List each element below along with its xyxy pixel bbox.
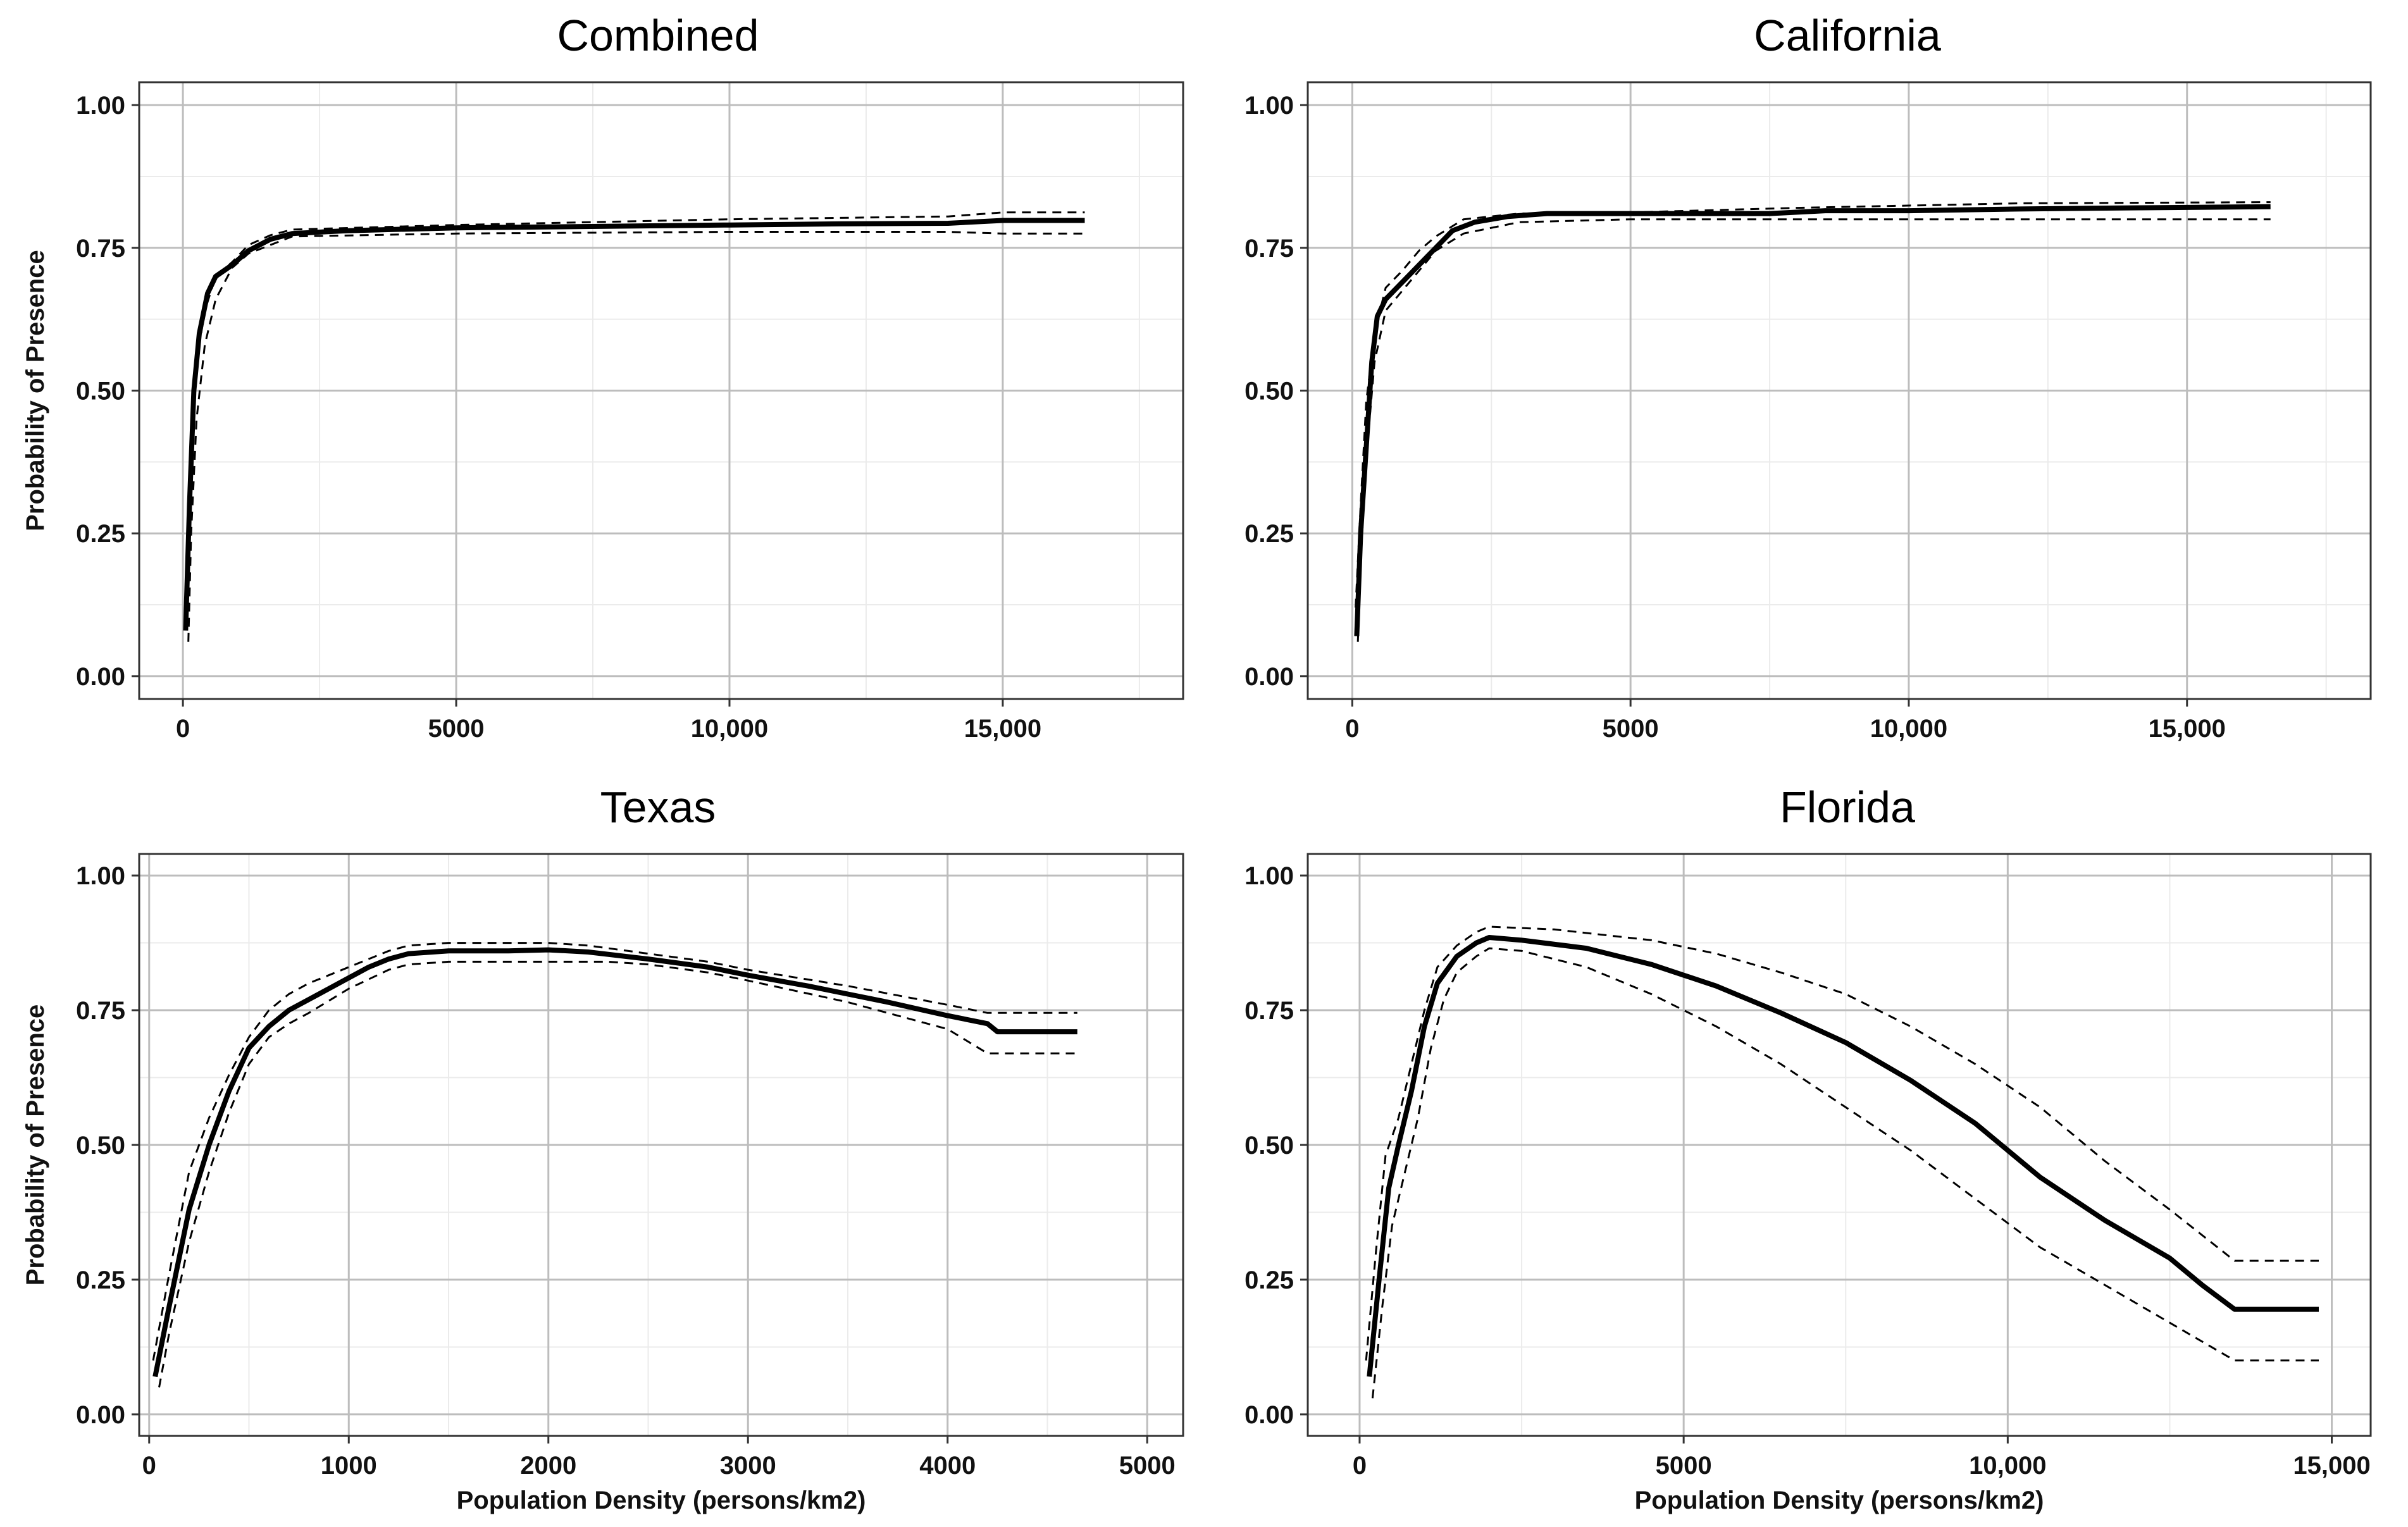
y-tick-label: 1.00 [76, 92, 125, 120]
confidence-line-upper-bound [152, 942, 1077, 1361]
panel-california: 0 5000 10,000 15,000 0.00 0.25 0.50 0.75 1.00 Cal… [1244, 11, 2372, 743]
x-tick-label: 1000 [321, 1452, 377, 1480]
y-tick-label: 0.00 [76, 663, 125, 691]
panel-title: Texas [600, 782, 716, 832]
x-tick-label: 10,000 [1969, 1452, 2046, 1480]
x-tick-label: 5000 [1656, 1452, 1712, 1480]
y-tick-label: 0.25 [76, 520, 125, 548]
y-tick-label: 0.25 [76, 1266, 125, 1294]
y-tick-label: 0.00 [1244, 663, 1294, 691]
y-tick-label: 0.00 [76, 1401, 125, 1429]
y-tick-label: 0.75 [76, 997, 125, 1025]
x-tick-label: 15,000 [964, 715, 1041, 743]
y-tick-label: 0.75 [1244, 997, 1294, 1025]
x-tick-label: 2000 [520, 1452, 576, 1480]
estimate-line-estimate [152, 947, 1077, 1378]
panel-florida: 0 5000 10,000 15,000 0.00 0.25 0.50 0.75 1.00 Flo… [1244, 782, 2372, 1514]
y-tick-label: 0.00 [1244, 1401, 1294, 1429]
y-tick-label: 0.75 [1244, 235, 1294, 263]
x-tick-label: 15,000 [2293, 1452, 2370, 1480]
confidence-line-lower-bound [1371, 947, 2319, 1399]
estimate-line-estimate [1354, 204, 2271, 636]
panel-combined: 0 5000 10,000 15,000 0.00 0.25 0.50 0.75 1.00 Com… [22, 11, 1184, 743]
x-tick-label: 5000 [428, 715, 485, 743]
panel-title: California [1754, 11, 1941, 60]
confidence-line-lower-bound [158, 960, 1077, 1388]
panel-title: Combined [557, 11, 759, 60]
y-tick-label: 0.50 [76, 378, 125, 405]
y-tick-label: 0.25 [1244, 520, 1294, 548]
x-tick-label: 10,000 [1870, 715, 1947, 743]
y-tick-label: 1.00 [1244, 92, 1294, 120]
x-tick-label: 5000 [1603, 715, 1659, 743]
x-tick-label: 0 [176, 715, 190, 743]
x-axis-label: Population Density (persons/km2) [1635, 1487, 2044, 1514]
y-tick-label: 0.75 [76, 235, 125, 263]
estimate-line-estimate [183, 218, 1085, 631]
x-tick-label: 0 [1345, 715, 1359, 743]
x-tick-label: 3000 [720, 1452, 776, 1480]
confidence-line-upper-bound [1365, 925, 2319, 1361]
x-axis-label: Population Density (persons/km2) [457, 1487, 866, 1514]
y-tick-label: 0.25 [1244, 1266, 1294, 1294]
x-tick-label: 10,000 [691, 715, 768, 743]
y-tick-label: 1.00 [1244, 862, 1294, 890]
x-tick-label: 15,000 [2149, 715, 2226, 743]
y-axis-label: Probability of Presence [22, 1005, 49, 1286]
confidence-line-lower-bound [187, 231, 1085, 642]
confidence-line-lower-bound [1356, 218, 2271, 642]
panel-texas: 0 1000 2000 3000 4000 5000 0.00 0.25 0.50 0.75 1.0… [22, 782, 1184, 1514]
estimate-line-estimate [1367, 935, 2319, 1377]
y-tick-label: 0.50 [1244, 1132, 1294, 1159]
x-tick-label: 0 [142, 1452, 156, 1480]
panel-title: Florida [1780, 782, 1915, 832]
x-tick-label: 0 [1353, 1452, 1367, 1480]
y-tick-label: 0.50 [1244, 378, 1294, 405]
x-tick-label: 5000 [1119, 1452, 1176, 1480]
x-tick-label: 4000 [919, 1452, 976, 1480]
confidence-line-upper-bound [1355, 201, 2271, 608]
y-axis-label: Probability of Presence [22, 250, 49, 531]
y-tick-label: 1.00 [76, 862, 125, 890]
y-tick-label: 0.50 [76, 1132, 125, 1159]
